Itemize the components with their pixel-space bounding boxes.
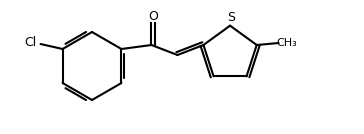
Text: Cl: Cl: [24, 36, 37, 49]
Text: CH₃: CH₃: [276, 38, 297, 48]
Text: S: S: [227, 11, 235, 24]
Text: O: O: [148, 10, 158, 23]
